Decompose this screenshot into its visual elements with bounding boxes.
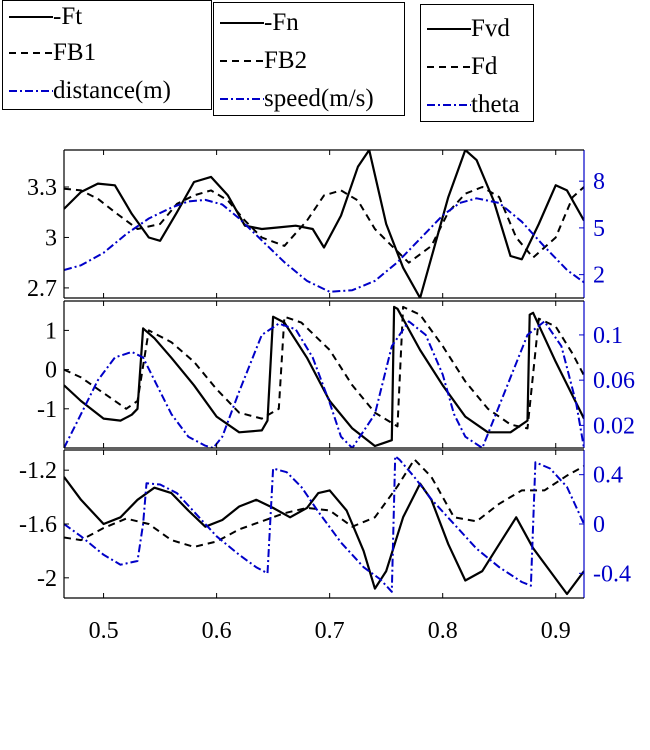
series-line-ft (64, 150, 584, 298)
legend-label-speed: speed(m/s) (264, 85, 374, 112)
legend-entry: Fd (423, 53, 497, 81)
x-tick-label: 0.6 (202, 618, 232, 644)
right-tick-label: 0.4 (593, 463, 623, 489)
legend-label-fn: -Fn (264, 9, 299, 36)
panel-middle: -1 0 1 0.02 0.06 0.1 (37, 300, 635, 449)
legend-entry: Fvd (423, 15, 510, 43)
legend-label-ft: -Ft (53, 3, 83, 30)
solid-line-swatch (9, 16, 53, 18)
legend-entry: theta (423, 91, 520, 119)
legend-label-fd: Fd (471, 53, 498, 80)
series-line-fd (64, 458, 584, 548)
right-tick-label: 0.1 (593, 323, 623, 349)
right-tick-label: 0 (593, 512, 605, 538)
left-tick-label: 3 (45, 225, 57, 251)
left-tick-label: -1 (37, 397, 57, 423)
dashdot-line-swatch (220, 98, 264, 100)
left-tick-label: 1 (45, 318, 57, 344)
legend-fvd-fd-theta: Fvd Fd theta (420, 4, 534, 122)
dashdot-line-swatch (9, 90, 53, 92)
legend-fn-fb2-speed: -Fn FB2 speed(m/s) (213, 2, 405, 116)
series-line-fb1 (64, 186, 584, 264)
x-tick-label: 0.8 (428, 618, 458, 644)
solid-line-swatch (427, 28, 471, 30)
left-tick-label: 3.3 (27, 175, 57, 201)
series-line-theta (64, 320, 584, 448)
legend-label-theta: theta (471, 91, 520, 118)
series-line-distance-m (64, 197, 584, 293)
right-tick-label: 0.06 (593, 368, 635, 394)
solid-line-swatch (220, 22, 264, 24)
legend-label-fvd: Fvd (471, 15, 510, 42)
series-line-fb2 (64, 305, 584, 430)
legend-label-distance: distance(m) (53, 77, 172, 104)
legend-entry: -Fn (216, 9, 299, 37)
left-tick-label: 0 (45, 358, 57, 384)
right-tick-label: 8 (593, 169, 605, 195)
x-tick-label: 0.7 (315, 618, 345, 644)
series-line-fn (64, 305, 584, 448)
right-tick-label: 0.02 (593, 413, 635, 439)
dashed-line-swatch (220, 60, 264, 62)
left-tick-label: -1.2 (19, 458, 57, 484)
legend-label-fb2: FB2 (264, 47, 308, 74)
legend-entry: distance(m) (5, 77, 171, 105)
dashed-line-swatch (427, 66, 471, 68)
series-line-theta (64, 455, 584, 593)
x-tick-label: 0.9 (541, 618, 571, 644)
x-tick-label: 0.5 (89, 618, 119, 644)
legend-ft-fb1-distance: -Ft FB1 distance(m) (2, 0, 212, 110)
panel-bottom: -2 -1.6 -1.2 -0.4 0 0.4 0.5 0.6 0.7 0.8 0.9 (19, 449, 631, 644)
legend-entry: FB1 (5, 39, 96, 67)
left-tick-label: -2 (37, 566, 57, 592)
right-tick-label: 2 (593, 263, 605, 289)
right-tick-label: 5 (593, 216, 605, 242)
legend-entry: FB2 (216, 47, 307, 75)
series-line-fvd (64, 476, 584, 596)
legend-entry: speed(m/s) (216, 85, 374, 113)
left-tick-label: 2.7 (27, 276, 57, 302)
legend-entry: -Ft (5, 3, 82, 31)
dashdot-line-swatch (427, 104, 471, 106)
right-tick-label: -0.4 (593, 561, 631, 587)
legend-label-fb1: FB1 (53, 39, 97, 66)
left-tick-label: -1.6 (19, 512, 57, 538)
panel-top: 2.7 3 3.3 2 5 8 (27, 149, 605, 302)
dashed-line-swatch (9, 52, 53, 54)
